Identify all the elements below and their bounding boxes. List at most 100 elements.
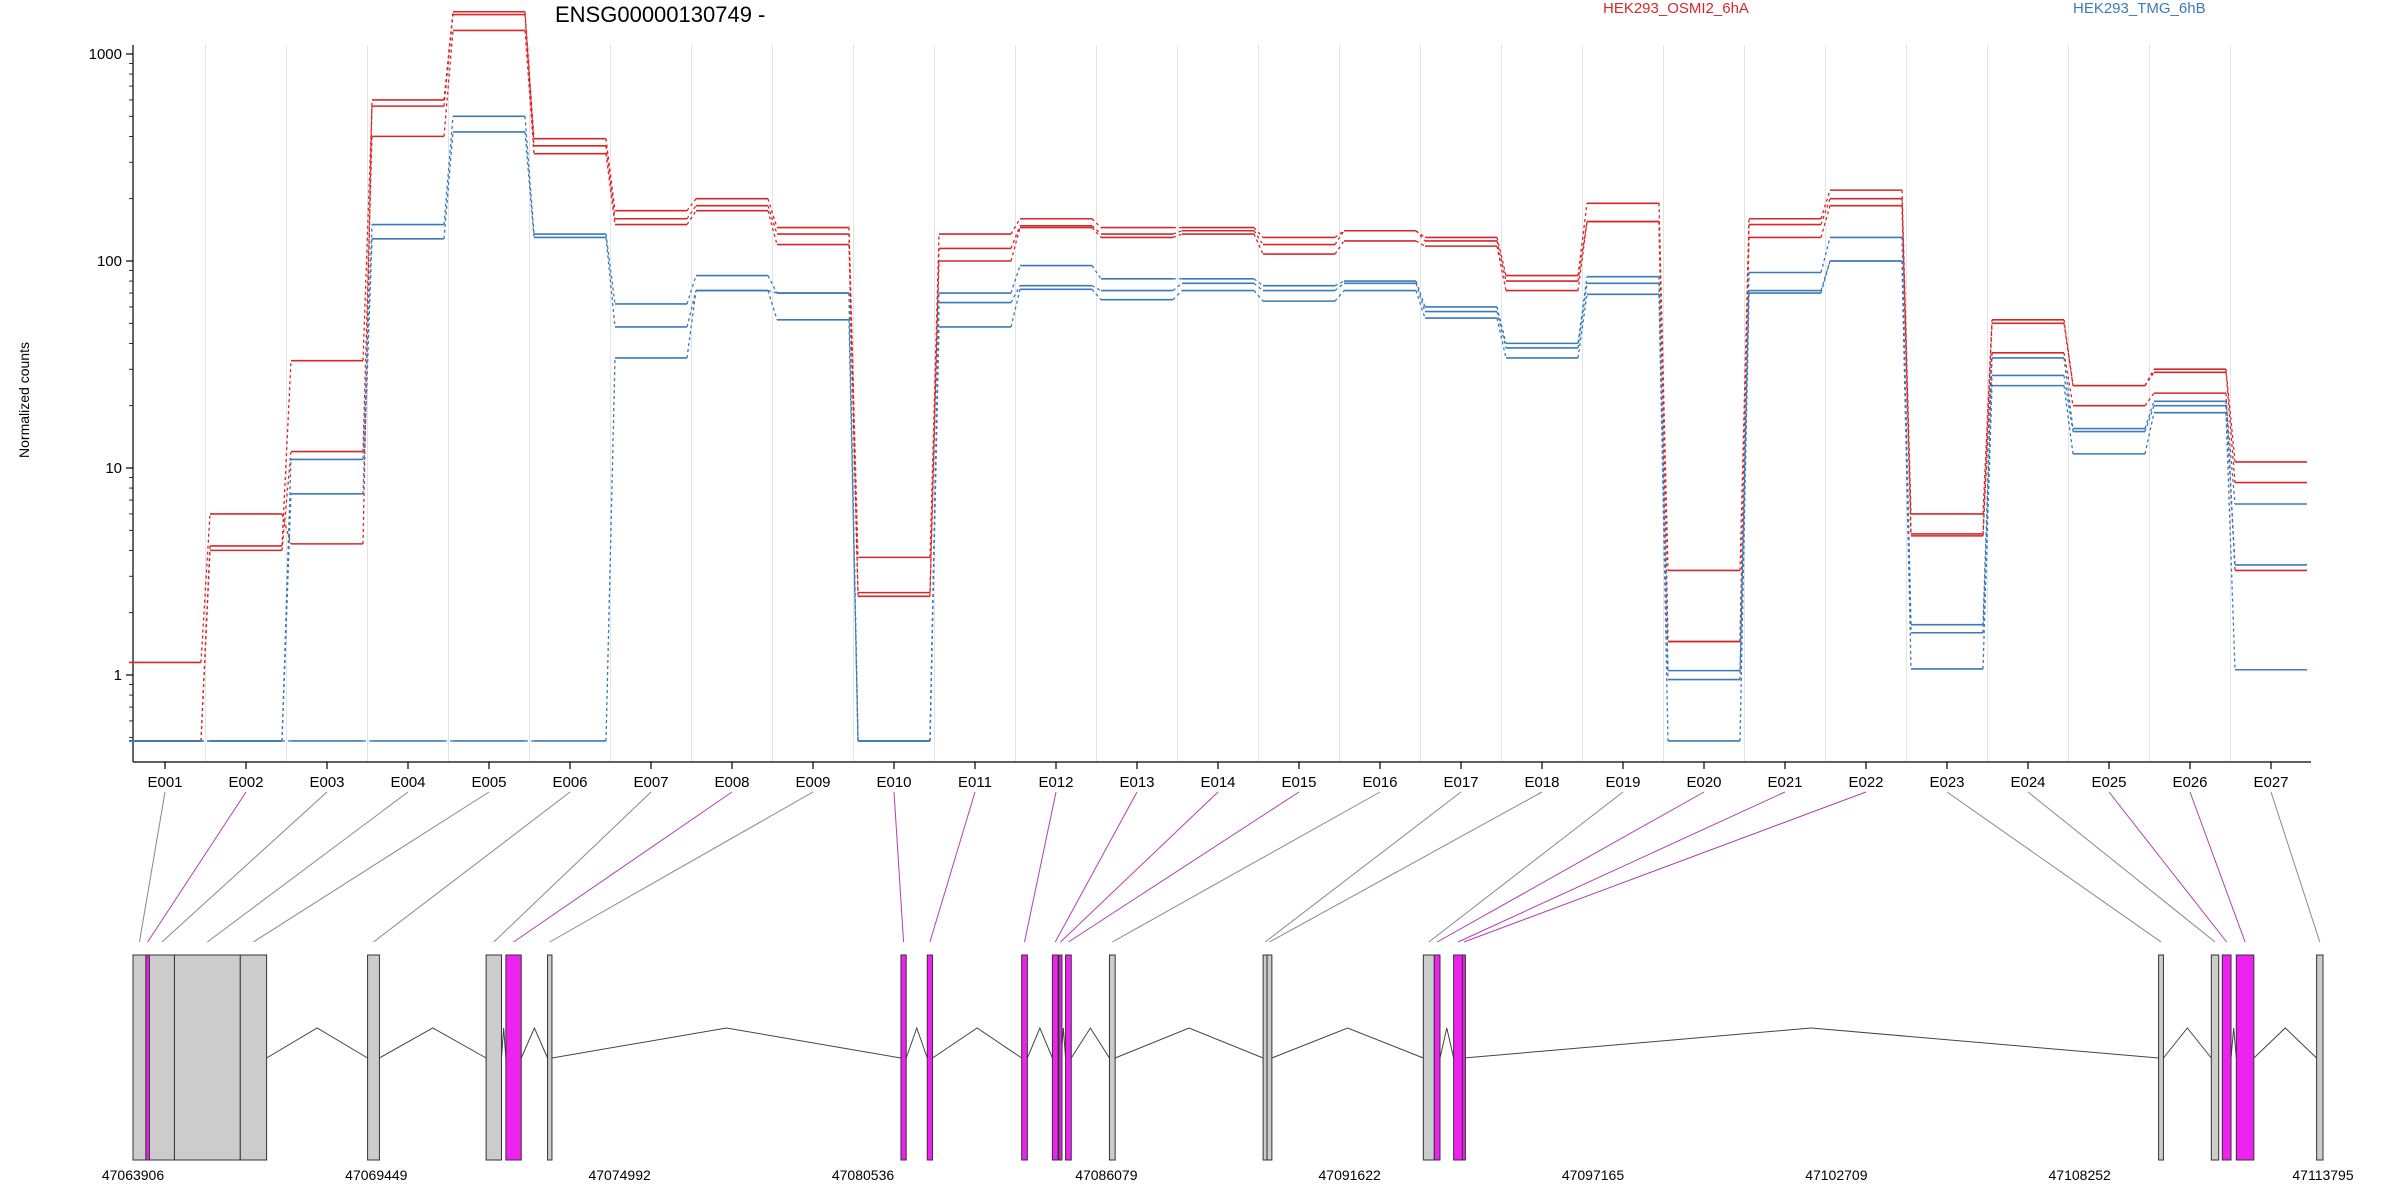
series-transition [686,198,697,212]
exon-box-e008 [505,954,522,1161]
series-transition [2063,319,2074,386]
series-transition [2144,401,2155,429]
series-transition [1091,225,1102,235]
series-transition [848,244,859,597]
genomic-tick-label: 47102709 [1805,1167,1868,1183]
series-transition [605,145,616,219]
chart-title: ENSG00000130749 - [555,2,766,27]
x-tick-label-e011: E011 [958,774,992,791]
series-transition [1091,265,1102,280]
series-transition [767,205,778,235]
series-transition [362,136,373,452]
exon-connector [2027,791,2216,943]
series-line-1 [129,10,2307,664]
series-transition [1577,294,1588,359]
series-lines [129,10,2307,742]
series-transition [2144,371,2155,386]
exon-connector [1436,791,1705,943]
exon-connector [2189,791,2246,943]
series-transition [1415,290,1426,319]
exon-box-e016 [1108,954,1116,1161]
series-transition [2225,412,2236,670]
series-transition [1496,317,1507,359]
series-transition [1415,230,1426,242]
x-tick-label-e012: E012 [1038,774,1073,791]
intron-chevron [266,1027,368,1059]
series-line-4 [129,115,2307,742]
exon-box-e001 [132,954,147,1161]
genomic-tick-label: 47086079 [1075,1167,1138,1183]
x-tick-label-e018: E018 [1524,774,1559,791]
series-transition [2063,352,2074,406]
x-tick-label-e007: E007 [633,774,668,791]
genomic-tick-label: 47069449 [345,1167,408,1183]
series-transition [686,290,697,359]
series-transition [1334,290,1345,302]
x-axis: E001 E002 E003 E004 E005 E006 E007 E008 E009 E010… [133,761,2311,791]
series-transition [1253,227,1264,238]
series-transition [1253,278,1264,287]
series-transition [2225,405,2236,566]
exon-connector [207,791,409,943]
series-transition [524,116,535,235]
exon-box-e023 [2158,954,2164,1161]
exon-connector [549,791,814,943]
series-transition [848,319,859,741]
intron-chevron [1114,1027,1264,1059]
exon-connector [893,791,905,943]
series-transition [1172,230,1183,235]
exon-box-e011 [926,954,934,1161]
x-tick-label-e003: E003 [309,774,344,791]
series-transition [1496,240,1507,282]
exon-connector [513,791,733,943]
series-transition [1820,237,1831,273]
series-transition [1091,218,1102,229]
series-transition [686,290,697,328]
series-transition [524,14,535,146]
series-transition [1982,323,1993,535]
exon-connector [161,791,328,943]
series-transition [1739,218,1750,571]
genomic-tick-label: 47091622 [1319,1167,1382,1183]
series-transition [281,513,292,545]
genomic-tick-label: 47113795 [2292,1167,2353,1183]
series-transition [281,360,292,547]
series-transition [1577,203,1588,276]
series-transition [362,238,373,494]
series-line-5 [129,131,2307,742]
series-transition [1010,265,1021,294]
x-tick-label-e008: E008 [714,774,749,791]
exon-connector [1024,791,1057,943]
series-transition [2063,323,2074,386]
intron-chevron [2253,1027,2317,1059]
series-transition [1091,227,1102,238]
series-transition [524,30,535,154]
genomic-tick-label: 47097165 [1562,1167,1625,1183]
x-tick-label-e014: E014 [1200,774,1235,791]
x-tick-label-e004: E004 [390,774,425,791]
series-transition [1982,385,1993,669]
series-transition [1010,225,1021,249]
genomic-tick-label: 47080536 [832,1167,895,1183]
exon-connector [373,791,571,943]
exon-connector [1463,791,1867,943]
exon-box-e025 [2221,954,2232,1161]
exon-box-e014 [1058,954,1063,1161]
x-tick-label-e019: E019 [1605,774,1640,791]
series-line-2 [129,13,2307,742]
exon-connector [1112,791,1381,943]
series-transition [767,290,778,320]
exon-box-e015 [1065,954,1072,1161]
intron-chevron [905,1026,928,1059]
x-tick-label-e026: E026 [2172,774,2207,791]
genomic-coordinate-axis: 47063906 47069449 47074992 47080536 47086079… [102,1167,2354,1183]
exon-box-e005 [239,954,268,1161]
x-tick-label-e005: E005 [471,774,506,791]
gene-model [132,954,2324,1161]
exon-box-e013 [1051,954,1059,1161]
series-transition [686,205,697,220]
series-transition [2225,401,2236,505]
series-transition [1901,260,1912,669]
series-transition [1496,306,1507,344]
